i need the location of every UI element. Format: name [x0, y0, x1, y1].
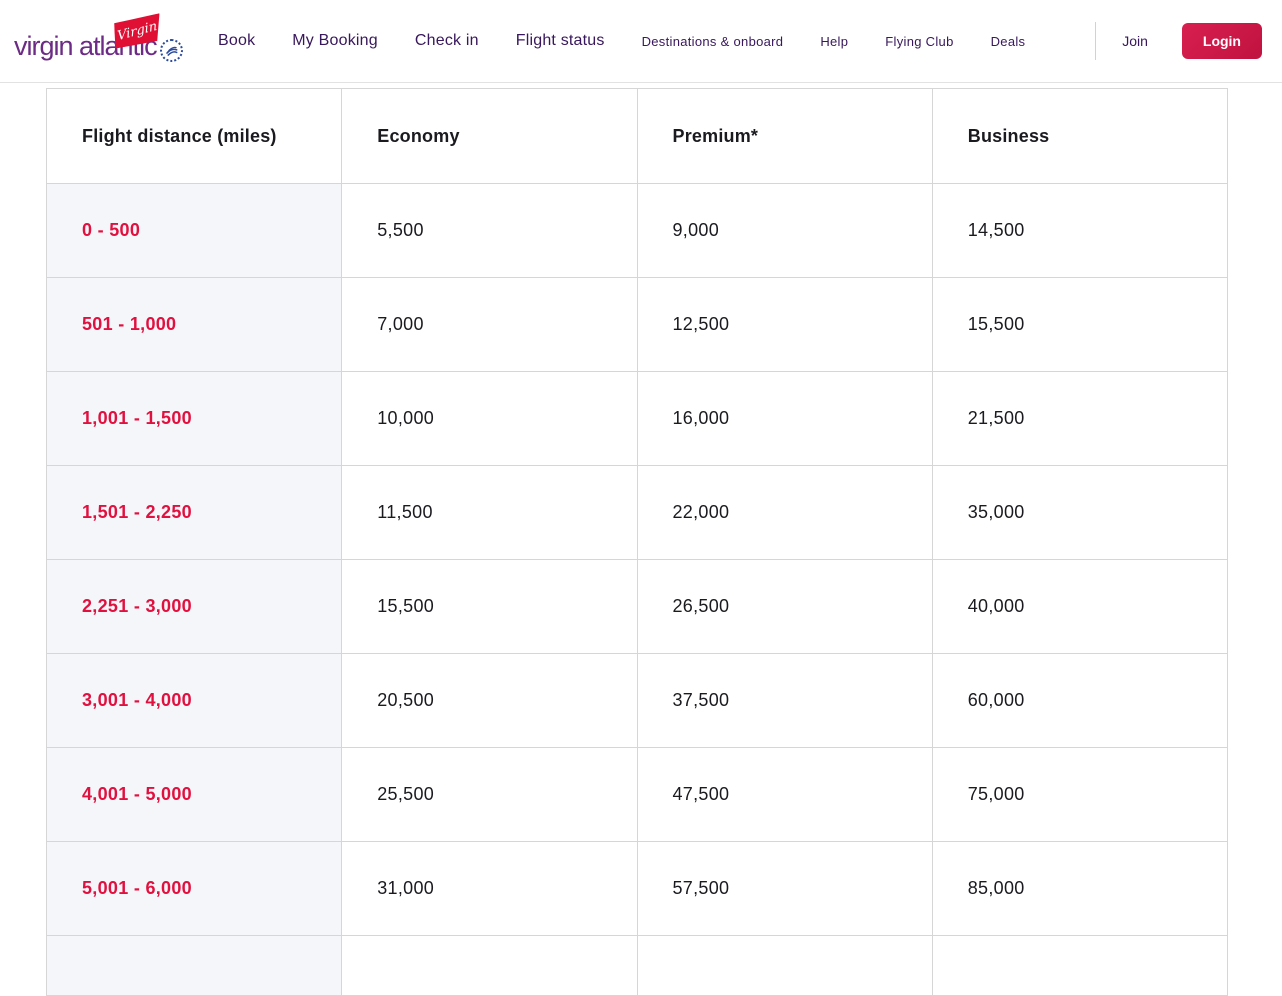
table-row: 1,501 - 2,250 11,500 22,000 35,000 — [45, 465, 1229, 560]
business-cell: 21,500 — [931, 371, 1229, 466]
nav-divider — [1095, 22, 1097, 60]
economy-cell: 20,500 — [341, 653, 638, 748]
business-cell: 60,000 — [931, 653, 1229, 748]
business-cell: 15,500 — [931, 277, 1229, 372]
business-cell: 85,000 — [931, 841, 1229, 936]
join-link[interactable]: Join — [1122, 33, 1148, 49]
account-area: Join Login — [1095, 22, 1262, 60]
nav-item-my-booking[interactable]: My Booking — [292, 32, 378, 49]
header-economy: Economy — [341, 88, 638, 184]
economy-cell: 15,500 — [341, 559, 638, 654]
login-button[interactable]: Login — [1181, 23, 1262, 59]
premium-cell: 47,500 — [636, 747, 933, 842]
flight-distance-cell: 5,001 - 6,000 — [45, 841, 343, 936]
nav-item-destinations-onboard[interactable]: Destinations & onboard — [641, 33, 784, 49]
economy-cell — [341, 935, 638, 996]
table-row: 1,001 - 1,500 10,000 16,000 21,500 — [45, 371, 1229, 466]
business-cell — [931, 935, 1229, 996]
table-row: 2,251 - 3,000 15,500 26,500 40,000 — [45, 559, 1229, 654]
virgin-atlantic-logo[interactable]: virgin atlantic Virgin — [14, 11, 186, 71]
flight-rewards-table: Flight distance (miles) Economy Premium*… — [45, 88, 1229, 996]
premium-cell: 9,000 — [636, 183, 933, 278]
flight-distance-cell: 2,251 - 3,000 — [45, 559, 343, 654]
table-row: 3,001 - 4,000 20,500 37,500 60,000 — [45, 653, 1229, 748]
table-row: 5,001 - 6,000 31,000 57,500 85,000 — [45, 841, 1229, 936]
rewards-table-section: Flight distance (miles) Economy Premium*… — [45, 88, 1229, 996]
table-row: 4,001 - 5,000 25,500 47,500 75,000 — [45, 747, 1229, 842]
nav-item-book[interactable]: Book — [218, 32, 256, 49]
nav-item-flying-club[interactable]: Flying Club — [885, 33, 954, 49]
nav-item-help[interactable]: Help — [820, 33, 849, 49]
economy-cell: 31,000 — [341, 841, 638, 936]
premium-cell: 12,500 — [636, 277, 933, 372]
premium-cell: 22,000 — [636, 465, 933, 560]
flight-distance-cell — [45, 935, 343, 996]
premium-cell: 16,000 — [636, 371, 933, 466]
premium-cell: 26,500 — [636, 559, 933, 654]
table-row-partial — [45, 935, 1229, 996]
economy-cell: 11,500 — [341, 465, 638, 560]
economy-cell: 7,000 — [341, 277, 638, 372]
table-row: 501 - 1,000 7,000 12,500 15,500 — [45, 277, 1229, 372]
header-premium: Premium* — [636, 88, 933, 184]
economy-cell: 25,500 — [341, 747, 638, 842]
flight-distance-cell: 4,001 - 5,000 — [45, 747, 343, 842]
nav-item-deals[interactable]: Deals — [990, 33, 1026, 49]
flight-distance-cell: 0 - 500 — [45, 183, 343, 278]
flight-distance-cell: 3,001 - 4,000 — [45, 653, 343, 748]
nav-item-flight-status[interactable]: Flight status — [515, 32, 605, 49]
table-row: 0 - 500 5,500 9,000 14,500 — [45, 183, 1229, 278]
header-business: Business — [931, 88, 1229, 184]
business-cell: 75,000 — [931, 747, 1229, 842]
premium-cell — [636, 935, 933, 996]
header-flight-distance: Flight distance (miles) — [45, 88, 343, 184]
primary-navigation: Book My Booking Check in Flight status D… — [218, 32, 1025, 50]
economy-cell: 5,500 — [341, 183, 638, 278]
nav-item-check-in[interactable]: Check in — [414, 32, 479, 49]
skyteam-icon — [160, 39, 183, 62]
business-cell: 35,000 — [931, 465, 1229, 560]
premium-cell: 37,500 — [636, 653, 933, 748]
business-cell: 14,500 — [931, 183, 1229, 278]
flight-distance-cell: 501 - 1,000 — [45, 277, 343, 372]
premium-cell: 57,500 — [636, 841, 933, 936]
table-header-row: Flight distance (miles) Economy Premium*… — [45, 88, 1229, 184]
economy-cell: 10,000 — [341, 371, 638, 466]
business-cell: 40,000 — [931, 559, 1229, 654]
flight-distance-cell: 1,001 - 1,500 — [45, 371, 343, 466]
flight-distance-cell: 1,501 - 2,250 — [45, 465, 343, 560]
site-header: virgin atlantic Virgin Book My Booking C… — [0, 0, 1282, 83]
virgin-flag-label: Virgin — [116, 18, 158, 44]
